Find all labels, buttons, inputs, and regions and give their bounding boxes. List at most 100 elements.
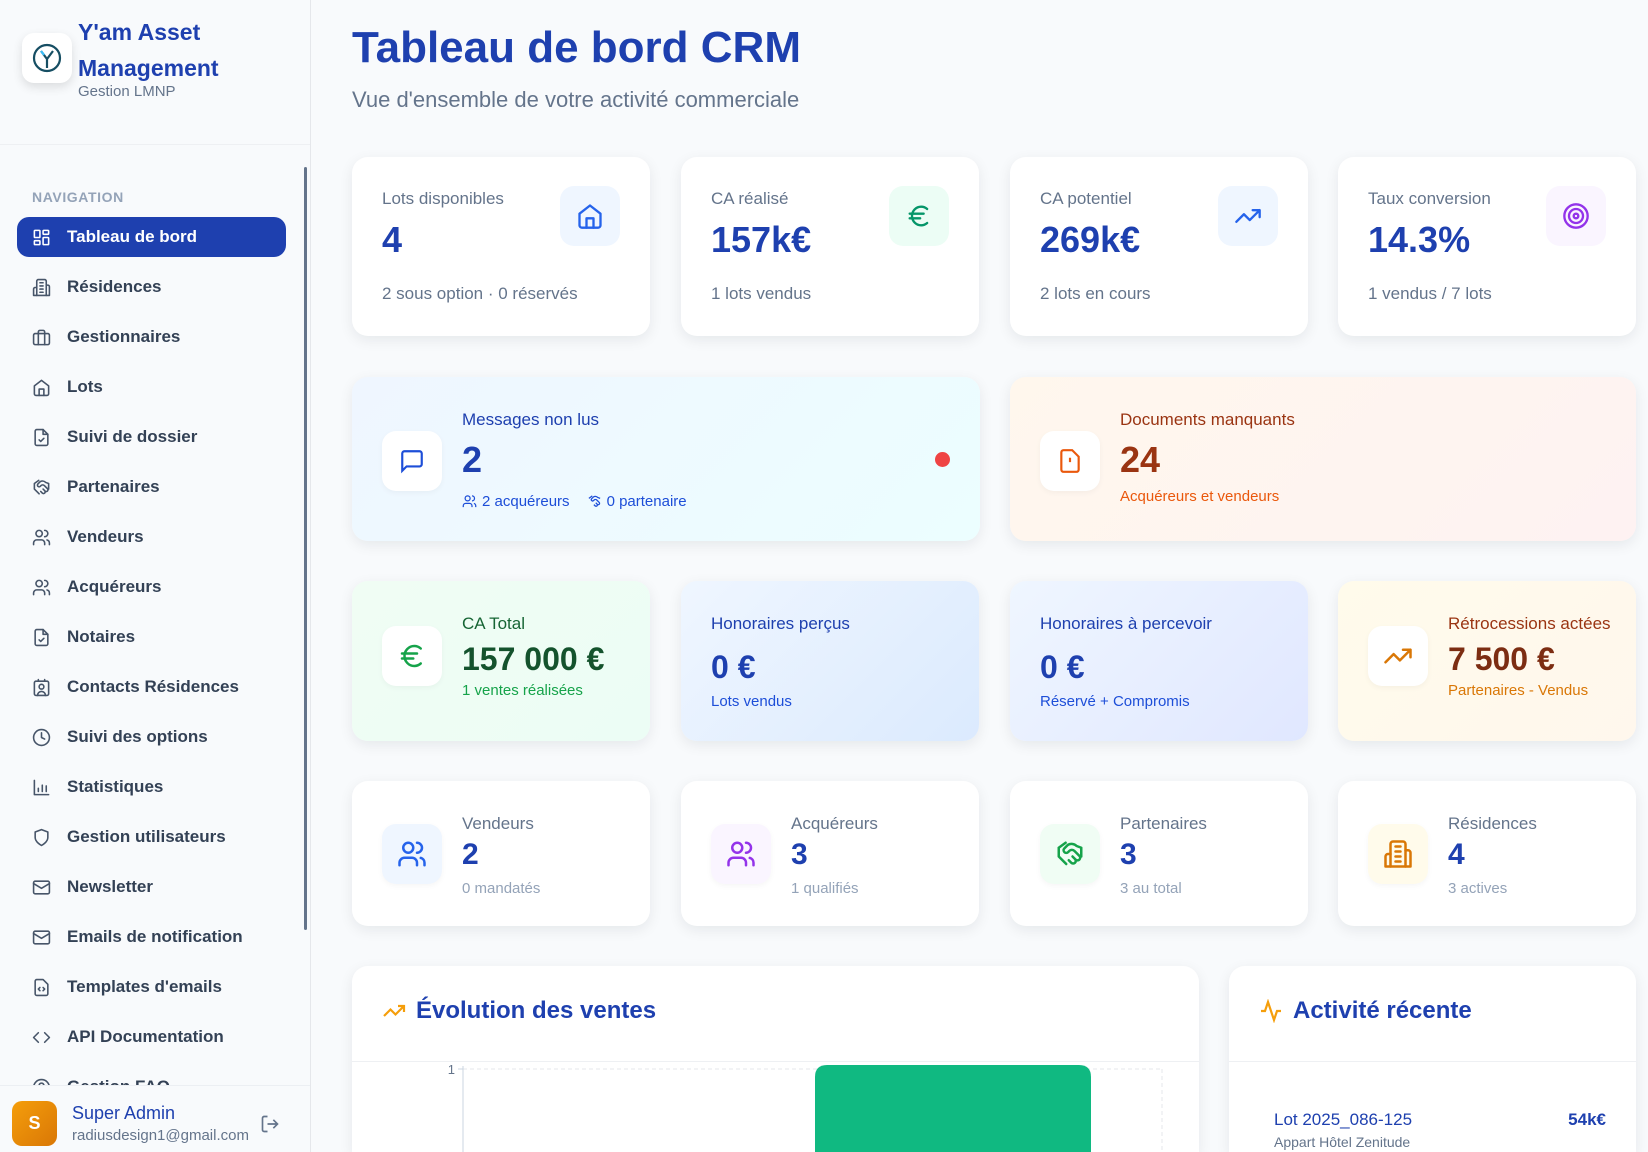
home-icon	[33, 379, 50, 396]
finance-label: Honoraires perçus	[711, 614, 850, 633]
kpi-card[interactable]: CA potentiel 269k€ 2 lots en cours	[1010, 157, 1308, 336]
building-icon	[1384, 840, 1412, 868]
page-title: Tableau de bord CRM	[352, 23, 801, 72]
sidebar-item-suivi-des-options[interactable]: Suivi des options	[17, 717, 286, 757]
finance-label: CA Total	[462, 614, 526, 633]
sidebar-item-newsletter[interactable]: Newsletter	[17, 867, 286, 907]
sidebar-item-gestion-utilisateurs[interactable]: Gestion utilisateurs	[17, 817, 286, 857]
documents-card[interactable]: Documents manquants 24 Acquéreurs et ven…	[1010, 377, 1636, 541]
handshake-icon	[33, 479, 50, 495]
sidebar-item-partenaires[interactable]: Partenaires	[17, 467, 286, 507]
kpi-card[interactable]: Taux conversion 14.3% 1 vendus / 7 lots	[1338, 157, 1636, 336]
kpi-sub: 2 sous option · 0 réservés	[382, 284, 578, 303]
sidebar-item-gestionnaires[interactable]: Gestionnaires	[17, 317, 286, 357]
euro-icon	[400, 644, 422, 668]
count-label: Acquéreurs	[791, 814, 878, 833]
target-icon	[1563, 203, 1589, 229]
sidebar-item-contacts-residences[interactable]: Contacts Résidences	[17, 667, 286, 707]
count-card[interactable]: Acquéreurs 3 1 qualifiés	[681, 781, 979, 926]
sidebar-item-label: Acquéreurs	[67, 577, 162, 596]
avatar[interactable]: S	[12, 1101, 57, 1146]
users-icon	[398, 841, 426, 867]
finance-sub: 1 ventes réalisées	[462, 682, 583, 699]
sidebar-item-acquereurs[interactable]: Acquéreurs	[17, 567, 286, 607]
finance-card[interactable]: Honoraires à percevoir 0 € Réservé + Com…	[1010, 581, 1308, 741]
activity-item[interactable]: Lot 2025_086-125 54k€ Appart Hôtel Zenit…	[1274, 1110, 1606, 1150]
sidebar-item-label: Suivi des options	[67, 727, 208, 746]
count-card[interactable]: Partenaires 3 3 au total	[1010, 781, 1308, 926]
sidebar-scrollbar[interactable]	[304, 167, 307, 930]
sidebar-item-api-documentation[interactable]: API Documentation	[17, 1017, 286, 1057]
brand-name: Y'am Asset Management	[78, 19, 219, 81]
sidebar-item-tableau-de-bord[interactable]: Tableau de bord	[17, 217, 286, 257]
count-label: Vendeurs	[462, 814, 534, 833]
sidebar-item-lots[interactable]: Lots	[17, 367, 286, 407]
count-label: Partenaires	[1120, 814, 1207, 833]
kpi-card[interactable]: CA réalisé 157k€ 1 lots vendus	[681, 157, 979, 336]
sidebar-item-statistiques[interactable]: Statistiques	[17, 767, 286, 807]
sales-panel-title: Évolution des ventes	[416, 997, 657, 1024]
handshake-icon	[588, 495, 600, 507]
briefcase-icon	[32, 329, 51, 345]
messages-label: Messages non lus	[462, 410, 600, 429]
messages-card[interactable]: Messages non lus 2 2 acquéreurs 0 parten…	[352, 377, 980, 541]
sales-panel: Évolution des ventes 1	[352, 966, 1199, 1152]
messages-value: 2	[462, 439, 483, 480]
user-name: Super Admin	[72, 1103, 176, 1123]
finance-label: Honoraires à percevoir	[1040, 614, 1212, 633]
sidebar-item-label: Gestionnaires	[67, 327, 181, 346]
users-icon	[32, 579, 51, 595]
bar-chart-icon	[33, 779, 50, 795]
users-icon	[727, 841, 755, 867]
trending-up-icon	[1384, 648, 1412, 664]
activity-icon	[1261, 999, 1281, 1023]
finance-card[interactable]: Rétrocessions actées 7 500 € Partenaires…	[1338, 581, 1636, 741]
sidebar-item-emails-de-notification[interactable]: Emails de notification	[17, 917, 286, 957]
trending-up-icon	[383, 1004, 406, 1017]
unread-dot	[935, 452, 950, 467]
file-check-icon	[34, 628, 49, 646]
sidebar-item-label: Contacts Résidences	[67, 677, 239, 696]
divider	[0, 144, 310, 145]
home-icon	[578, 204, 602, 229]
logout-icon[interactable]	[260, 1114, 280, 1134]
finance-value: 0 €	[1040, 649, 1085, 685]
kpi-label: CA réalisé	[711, 189, 789, 208]
finance-value: 0 €	[711, 649, 756, 685]
finance-label: Rétrocessions actées	[1448, 614, 1611, 633]
users-icon	[32, 529, 51, 545]
bar[interactable]	[815, 1065, 1091, 1152]
finance-card[interactable]: Honoraires perçus 0 € Lots vendus	[681, 581, 979, 741]
count-value: 4	[1448, 838, 1465, 871]
page-subtitle: Vue d'ensemble de votre activité commerc…	[352, 87, 800, 112]
kpi-card[interactable]: Lots disponibles 4 2 sous option · 0 rés…	[352, 157, 650, 336]
kpi-label: CA potentiel	[1040, 189, 1132, 208]
kpi-value: 4	[382, 219, 403, 260]
sidebar-item-templates-d-emails[interactable]: Templates d'emails	[17, 967, 286, 1007]
file-code-icon	[34, 978, 49, 996]
sidebar-nav: Tableau de bord Résidences Gestionnaires Lo…	[17, 217, 286, 1117]
message-icon	[382, 431, 442, 491]
sidebar-item-vendeurs[interactable]: Vendeurs	[17, 517, 286, 557]
count-card[interactable]: Vendeurs 2 0 mandatés	[352, 781, 650, 926]
count-value: 3	[791, 838, 808, 871]
handshake-icon	[1057, 841, 1083, 866]
logo	[22, 33, 72, 83]
sidebar-item-label: Résidences	[67, 277, 162, 296]
sidebar-item-residences[interactable]: Résidences	[17, 267, 286, 307]
finance-sub: Réservé + Compromis	[1040, 693, 1190, 710]
sidebar-item-label: Lots	[67, 377, 103, 396]
finance-card[interactable]: CA Total 157 000 € 1 ventes réalisées	[352, 581, 650, 741]
sidebar-item-notaires[interactable]: Notaires	[17, 617, 286, 657]
sidebar-item-label: Statistiques	[67, 777, 164, 796]
sidebar-item-suivi-de-dossier[interactable]: Suivi de dossier	[17, 417, 286, 457]
finance-value: 7 500 €	[1448, 641, 1555, 677]
mail-icon	[32, 879, 51, 895]
messages-acquereurs: 2 acquéreurs	[482, 493, 570, 510]
dashboard-icon	[33, 229, 50, 245]
kpi-sub: 1 vendus / 7 lots	[1368, 284, 1492, 303]
count-card[interactable]: Résidences 4 3 actives	[1338, 781, 1636, 926]
activity-item-title: Lot 2025_086-125	[1274, 1110, 1413, 1129]
sidebar-item-label: Notaires	[67, 627, 136, 646]
messages-partenaires: 0 partenaire	[606, 493, 687, 510]
